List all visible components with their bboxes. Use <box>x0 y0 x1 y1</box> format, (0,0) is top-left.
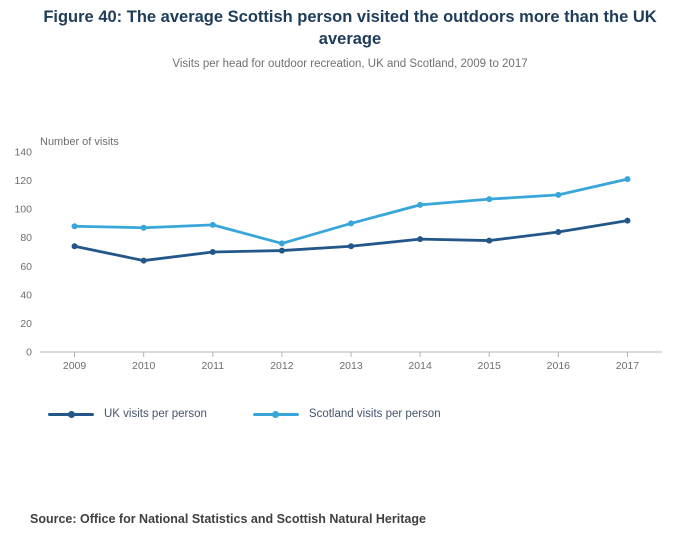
legend: UK visits per person Scotland visits per… <box>48 408 441 420</box>
scotland-series-swatch-icon <box>252 410 299 418</box>
svg-text:2010: 2010 <box>132 360 156 372</box>
svg-text:0: 0 <box>26 347 32 359</box>
svg-text:2016: 2016 <box>547 360 571 372</box>
svg-text:100: 100 <box>14 204 32 216</box>
svg-text:80: 80 <box>20 232 32 244</box>
y-axis-unit-label: Number of visits <box>40 136 119 148</box>
svg-text:20: 20 <box>20 318 32 330</box>
line-chart-plot-area: 0 20 40 60 80 100 120 140 2009 2010 2011 2012 2013 20… <box>14 147 662 372</box>
svg-text:2009: 2009 <box>63 360 87 372</box>
svg-text:2011: 2011 <box>201 360 224 372</box>
svg-text:60: 60 <box>20 261 32 273</box>
legend-label-uk: UK visits per person <box>104 408 207 420</box>
chart-title: Figure 40: The average Scottish person v… <box>43 8 657 49</box>
svg-text:2014: 2014 <box>408 360 432 372</box>
svg-text:40: 40 <box>20 289 32 301</box>
legend-item-scotland: Scotland visits per person <box>252 408 441 420</box>
svg-text:140: 140 <box>14 147 32 159</box>
chart-subtitle: Visits per head for outdoor recreation, … <box>172 58 528 70</box>
legend-label-scotland: Scotland visits per person <box>308 408 441 420</box>
svg-text:120: 120 <box>14 175 32 187</box>
svg-text:2013: 2013 <box>339 360 363 372</box>
legend-item-uk: UK visits per person <box>48 408 207 420</box>
svg-text:2012: 2012 <box>270 360 294 372</box>
svg-text:2017: 2017 <box>616 360 640 372</box>
uk-series-swatch-icon <box>48 410 94 418</box>
source-text: Source: Office for National Statistics a… <box>30 512 426 526</box>
svg-text:2015: 2015 <box>478 360 502 372</box>
